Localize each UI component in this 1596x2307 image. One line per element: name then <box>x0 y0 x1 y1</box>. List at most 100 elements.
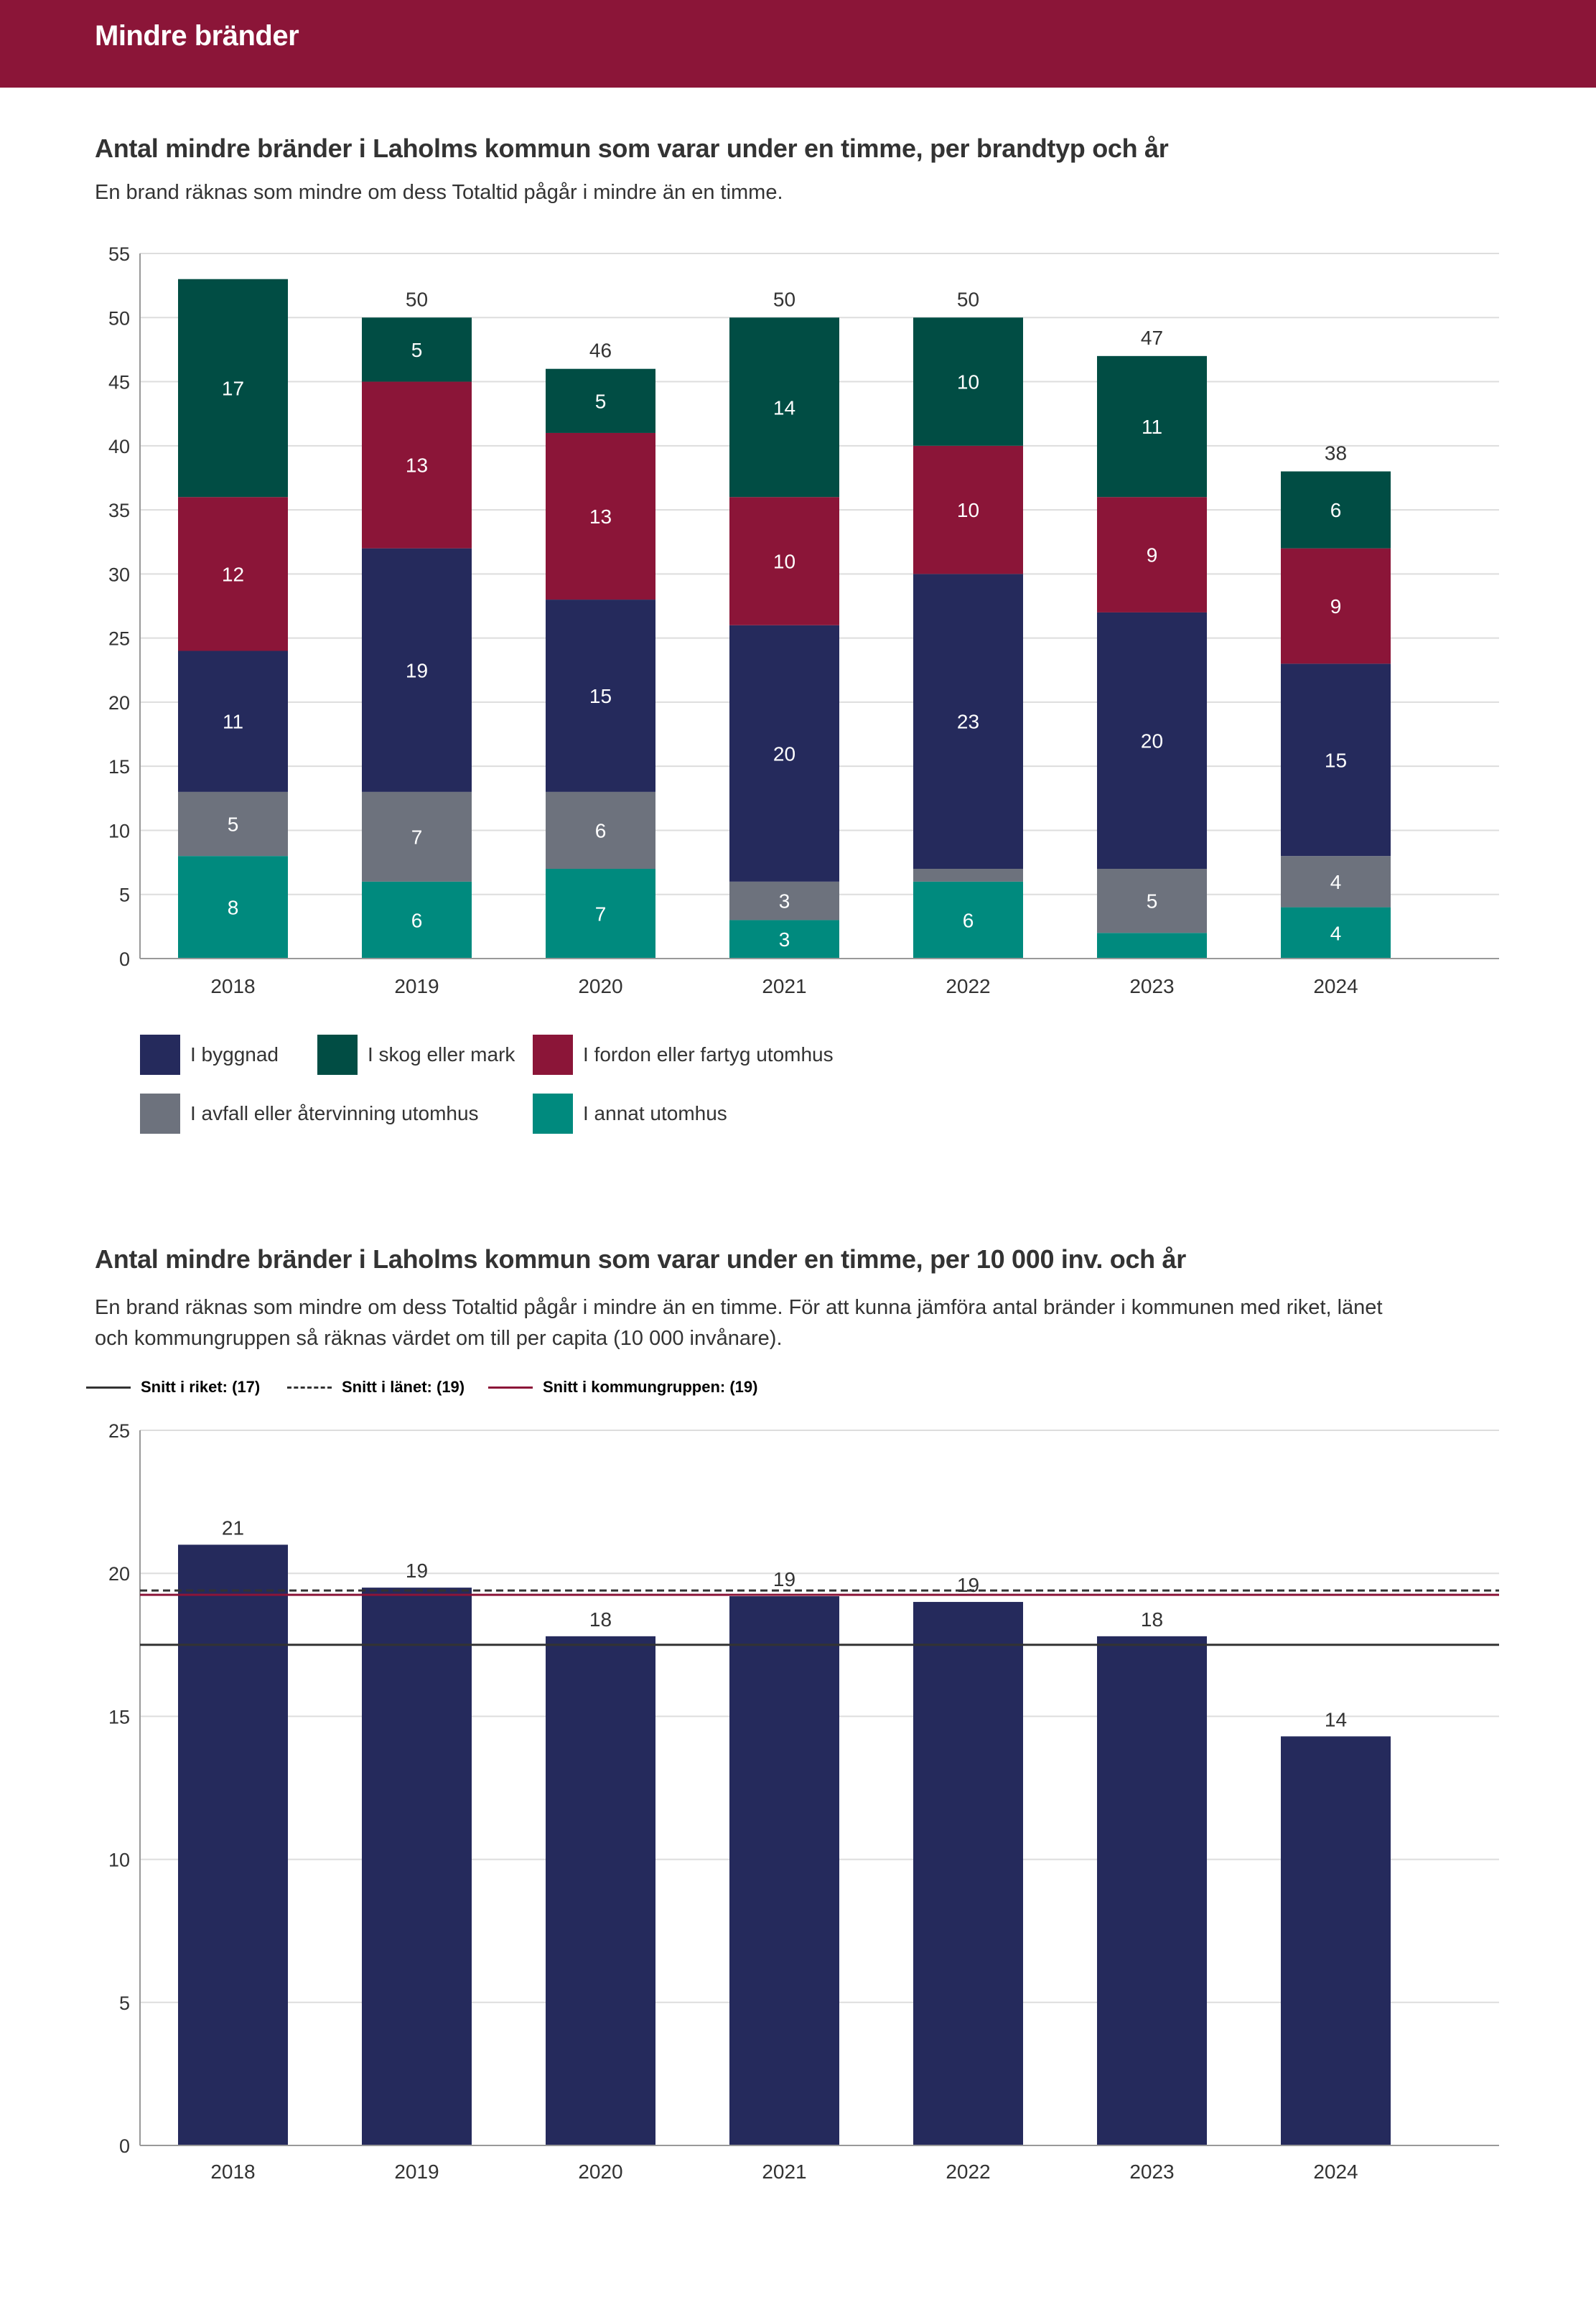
swatch-gray-icon <box>140 1094 180 1134</box>
bar-value-label: 19 <box>406 1560 428 1582</box>
chart1-legend: I byggnad I skog eller mark I fordon eller… <box>140 1034 1145 1134</box>
y-tick-label: 20 <box>108 1563 130 1585</box>
legend-item: I avfall eller återvinning utomhus <box>140 1093 479 1134</box>
y-tick-label: 30 <box>108 564 130 585</box>
bar-segment-annat <box>178 856 288 959</box>
bar-total-label: 38 <box>1325 442 1347 465</box>
bar <box>362 1588 472 2145</box>
bar-segment-skog <box>546 368 655 433</box>
bar-segment-byggnad <box>913 574 1023 870</box>
segment-label: 7 <box>411 826 423 848</box>
bar-value-label: 21 <box>222 1516 244 1539</box>
y-tick-label: 15 <box>108 1706 130 1728</box>
segment-label: 10 <box>957 371 979 393</box>
bar-segment-fordon <box>362 381 472 549</box>
swatch-dark-green-icon <box>317 1035 358 1075</box>
chart2-subtitle-line1: En brand räknas som mindre om dess Total… <box>95 1296 1383 1319</box>
bar-segment-skog <box>178 279 288 498</box>
per-capita-bar-chart: 0 5 10 15 20 25 21 2018 19 2019 18 2020 19 2021 19 2022… <box>108 1420 1499 2183</box>
reference-lines-legend: Snitt i riket: (17) Snitt i länet: (19) Sn… <box>86 1373 876 1402</box>
y-tick-label: 10 <box>108 1850 130 1871</box>
legend-label: I skog eller mark <box>368 1043 515 1066</box>
y-tick-label: 45 <box>108 372 130 393</box>
y-tick-label: 55 <box>108 243 130 265</box>
legend-item: I skog eller mark <box>317 1034 515 1076</box>
bar-segment-byggnad <box>729 625 839 882</box>
bar-segment-avfall <box>178 791 288 857</box>
line-swatch-icon <box>488 1386 533 1389</box>
bar-segment-fordon <box>178 497 288 651</box>
bar-segment-byggnad <box>546 600 655 792</box>
x-tick-label: 2019 <box>394 975 439 997</box>
swatch-dark-blue-icon <box>140 1035 180 1075</box>
segment-label: 13 <box>406 455 428 477</box>
reference-legend-label: Snitt i kommungruppen: (19) <box>543 1378 758 1396</box>
reference-legend-item: Snitt i riket: (17) <box>86 1373 260 1402</box>
page-header: Mindre bränder <box>0 0 1596 88</box>
x-tick-label: 2024 <box>1313 2161 1358 2183</box>
bar-segment-avfall <box>362 791 472 882</box>
bar-segment-fordon <box>913 445 1023 574</box>
legend-item: I fordon eller fartyg utomhus <box>533 1034 834 1076</box>
bar-total-label: 47 <box>1141 327 1163 349</box>
bar-segment-skog <box>1281 471 1391 549</box>
segment-label: 10 <box>957 499 979 521</box>
bar-total-label: 50 <box>773 288 795 310</box>
x-tick-label: 2023 <box>1129 2161 1174 2183</box>
reference-legend-item: Snitt i länet: (19) <box>287 1373 465 1402</box>
bar-value-label: 14 <box>1325 1708 1347 1730</box>
bar-segment-fordon <box>729 497 839 625</box>
segment-label: 9 <box>1147 544 1158 567</box>
y-tick-label: 25 <box>108 628 130 650</box>
y-tick-label: 0 <box>119 2135 130 2157</box>
bar-segment-skog <box>729 317 839 498</box>
segment-label: 19 <box>406 659 428 681</box>
y-tick-label: 5 <box>119 885 130 906</box>
bar-segment-byggnad <box>178 651 288 792</box>
bar-segment-skog <box>913 317 1023 446</box>
bar-segment-annat <box>362 881 472 959</box>
segment-label: 5 <box>411 339 423 361</box>
y-tick-label: 15 <box>108 756 130 778</box>
bar-segment-skog <box>362 317 472 382</box>
segment-label: 6 <box>595 819 607 842</box>
segment-label: 8 <box>228 897 239 919</box>
y-tick-label: 5 <box>119 1993 130 2014</box>
segment-label: 5 <box>1147 890 1158 913</box>
bar <box>729 1596 839 2145</box>
x-tick-label: 2021 <box>762 2161 806 2183</box>
segment-label: 3 <box>779 890 790 913</box>
x-tick-label: 2018 <box>210 975 255 997</box>
segment-label: 20 <box>773 742 795 765</box>
legend-label: I byggnad <box>190 1043 279 1066</box>
segment-label: 13 <box>589 505 612 528</box>
y-tick-label: 20 <box>108 692 130 714</box>
bar-segment-byggnad <box>1097 612 1207 870</box>
bar-segment-annat <box>913 881 1023 959</box>
x-tick-label: 2020 <box>578 975 622 997</box>
bar-segment-avfall <box>1281 856 1391 908</box>
legend-label: I avfall eller återvinning utomhus <box>190 1102 479 1124</box>
segment-label: 15 <box>1325 749 1347 771</box>
segment-label: 11 <box>1142 416 1162 438</box>
segment-label: 5 <box>228 814 239 836</box>
bar-total-label: 50 <box>406 288 428 310</box>
line-swatch-icon <box>287 1386 332 1389</box>
bar-segment-annat <box>729 920 839 959</box>
segment-label: 4 <box>1330 871 1342 893</box>
bar-value-label: 18 <box>589 1608 612 1631</box>
x-tick-label: 2024 <box>1313 975 1358 997</box>
bar <box>178 1544 288 2145</box>
bar-segment-fordon <box>1281 548 1391 664</box>
chart1-subtitle: En brand räknas som mindre om dess Total… <box>95 181 783 204</box>
bar-value-label: 18 <box>1141 1608 1163 1631</box>
bar <box>546 1636 655 2145</box>
reference-legend-item: Snitt i kommungruppen: (19) <box>488 1373 757 1402</box>
y-tick-label: 10 <box>108 820 130 842</box>
segment-label: 7 <box>595 903 607 926</box>
page-title: Mindre bränder <box>95 20 299 52</box>
y-tick-label: 0 <box>119 949 130 970</box>
x-tick-label: 2022 <box>946 975 990 997</box>
bar-segment-annat <box>1097 933 1207 959</box>
x-tick-label: 2023 <box>1129 975 1174 997</box>
